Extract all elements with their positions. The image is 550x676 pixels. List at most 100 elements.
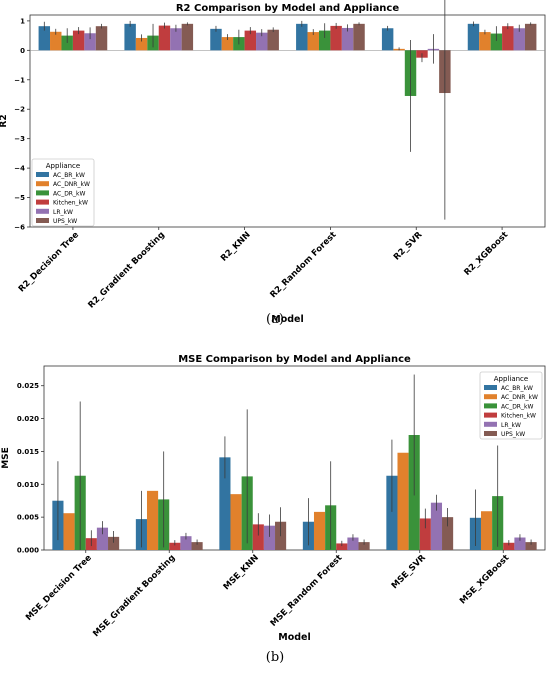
r2-xtick-label: R2_Random Forest [268,230,338,300]
mse-ytick-label: 0.015 [17,448,39,456]
mse-legend-title: Appliance [494,375,528,383]
r2-ytick-label: −6 [14,224,25,232]
r2-bar-AC_DNR_kW [479,32,491,51]
mse-chart-title: MSE Comparison by Model and Appliance [178,354,411,365]
mse-xtick-label: MSE_Random Forest [269,553,345,629]
mse-legend-label: AC_DR_kW [501,403,533,410]
r2-bar-AC_DR_kW [318,30,331,51]
r2-xtick-label: R2_KNN [219,230,253,264]
r2-legend-label: AC_BR_kW [53,172,85,179]
r2-comparison-chart: R2 Comparison by Model and Appliance 1 0 −1… [0,0,546,325]
mse-bar-UPS_kW [525,542,537,550]
r2-bar-UPS_kW [181,23,194,51]
mse-bar-Kitchen_kW [252,524,264,550]
mse-legend-swatch [484,394,497,400]
r2-bar-AC_BR_kW [467,23,480,51]
figure-caption-a: (a) [266,312,284,327]
r2-legend-label: AC_DNR_kW [53,181,90,188]
mse-xtick-label: MSE_Decision Tree [24,553,94,623]
mse-bar-AC_DNR_kW [397,452,409,550]
mse-legend-swatch [484,385,497,390]
mse-bar-UPS_kW [442,517,454,550]
mse-comparison-chart: MSE Comparison by Model and Appliance 0.0… [1,354,546,643]
r2-ytick-label: 0 [20,47,25,55]
r2-legend-label: Kitchen_kW [53,200,88,207]
r2-chart-title: R2 Comparison by Model and Appliance [176,3,399,14]
mse-legend-swatch [484,431,497,436]
mse-comparison-figure: MSE Comparison by Model and Appliance 0.0… [0,336,550,672]
mse-bar-LR_kW [514,537,526,550]
mse-ytick-label: 0.005 [17,514,39,522]
r2-bar-UPS_kW [95,26,108,51]
mse-bar-LR_kW [347,537,359,550]
mse-bar-Kitchen_kW [169,542,181,550]
mse-bar-LR_kW [96,527,109,550]
mse-xtick-label: MSE_KNN [222,553,261,592]
r2-legend-swatch [36,181,49,187]
r2-legend-label: UPS_kW [53,218,77,225]
r2-bar-LR_kW [341,27,354,51]
r2-xtick-label: R2_XGBoost [462,230,510,278]
r2-xtick-label: R2_Gradient Boosting [86,230,166,310]
r2-y-axis-label: R2 [0,114,9,127]
r2-bar-AC_BR_kW [38,26,51,51]
r2-bar-AC_DNR_kW [50,31,62,51]
mse-bar-AC_DNR_kW [480,511,493,550]
r2-bar-AC_BR_kW [124,23,136,51]
r2-bar-Kitchen_kW [502,26,514,51]
mse-legend-label: LR_kW [501,422,521,429]
mse-xtick-label: MSE_XGBoost [458,553,511,606]
r2-legend-title: Appliance [46,162,80,170]
r2-bar-UPS_kW [267,29,279,51]
r2-ytick-label: −5 [14,194,25,202]
mse-bar-Kitchen_kW [419,518,431,550]
mse-plot-frame [43,365,546,551]
r2-bar-AC_BR_kW [210,28,222,51]
mse-bar-AC_DNR_kW [230,494,242,550]
r2-bar-AC_DNR_kW [221,37,234,51]
mse-bar-AC_DNR_kW [146,490,159,550]
r2-plot-frame [29,14,546,228]
r2-x-axis-label: Model [271,314,303,325]
r2-legend-swatch [36,190,49,196]
mse-bar-LR_kW [180,536,192,550]
r2-legend-label: LR_kW [53,209,73,216]
r2-bar-AC_DNR_kW [307,32,319,51]
r2-ytick-label: 1 [20,17,25,25]
mse-ytick-label: 0.000 [17,547,39,555]
mse-bar-AC_BR_kW [386,475,398,550]
r2-ytick-label: −3 [14,135,25,143]
figure-caption-b: (b) [265,650,285,665]
mse-legend-label: AC_BR_kW [501,385,533,392]
mse-bar-AC_DNR_kW [313,511,326,550]
mse-xtick-label: MSE_Gradient Boosting [91,553,177,639]
mse-legend-label: AC_DNR_kW [501,394,538,401]
mse-bar-Kitchen_kW [336,543,348,550]
mse-bar-UPS_kW [108,536,120,550]
r2-bar-LR_kW [170,28,182,51]
mse-legend-label: Kitchen_kW [501,413,536,420]
mse-bar-UPS_kW [191,542,203,550]
mse-legend-swatch [484,412,497,418]
r2-bar-Kitchen_kW [244,30,257,51]
r2-legend-swatch [36,172,49,177]
r2-bar-Kitchen_kW [158,25,171,51]
mse-x-axis-label: Model [278,632,310,643]
mse-y-axis-label: MSE [1,447,11,469]
r2-bar-Kitchen_kW [330,25,342,51]
r2-bar-Kitchen_kW [72,30,85,51]
mse-bar-AC_BR_kW [219,457,231,550]
r2-bar-AC_BR_kW [296,23,308,51]
r2-comparison-figure: R2 Comparison by Model and Appliance 1 0 −1… [0,0,550,336]
mse-ytick-label: 0.020 [17,415,39,423]
r2-xtick-label: R2_SVR [392,230,425,263]
r2-bar-UPS_kW [353,23,365,51]
r2-legend-swatch [36,208,49,214]
mse-legend-label: UPS_kW [501,431,525,438]
r2-ytick-label: −4 [14,165,25,173]
mse-ytick-label: 0.025 [17,382,39,390]
r2-legend-swatch [36,199,49,205]
mse-xtick-label: MSE_SVR [390,553,428,591]
mse-bar-UPS_kW [358,542,370,550]
r2-bar-UPS_kW [524,23,537,51]
